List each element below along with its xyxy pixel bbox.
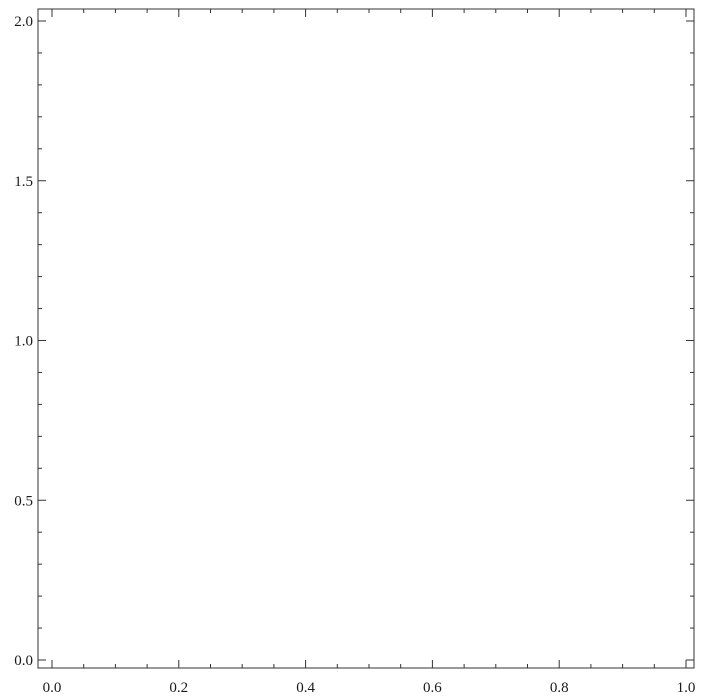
- x-tick-label: 1.0: [677, 680, 696, 696]
- y-axis-tick-labels: 0.0 0.5 1.0 1.5 2.0: [14, 14, 33, 669]
- x-tick-label: 0.8: [550, 680, 569, 696]
- x-tick-label: 0.2: [169, 680, 188, 696]
- y-tick-label: 1.0: [14, 334, 33, 350]
- y-tick-label: 2.0: [14, 14, 33, 30]
- x-axis-tick-labels: 0.0 0.2 0.4 0.6 0.8 1.0: [43, 680, 696, 696]
- y-tick-label: 1.5: [14, 174, 33, 190]
- x-tick-label: 0.6: [423, 680, 442, 696]
- tick-marks: [38, 9, 694, 668]
- x-tick-label: 0.4: [296, 680, 315, 696]
- x-tick-label: 0.0: [43, 680, 62, 696]
- plot-frame: [37, 8, 695, 669]
- y-tick-label: 0.0: [14, 653, 33, 669]
- y-tick-label: 0.5: [14, 493, 33, 509]
